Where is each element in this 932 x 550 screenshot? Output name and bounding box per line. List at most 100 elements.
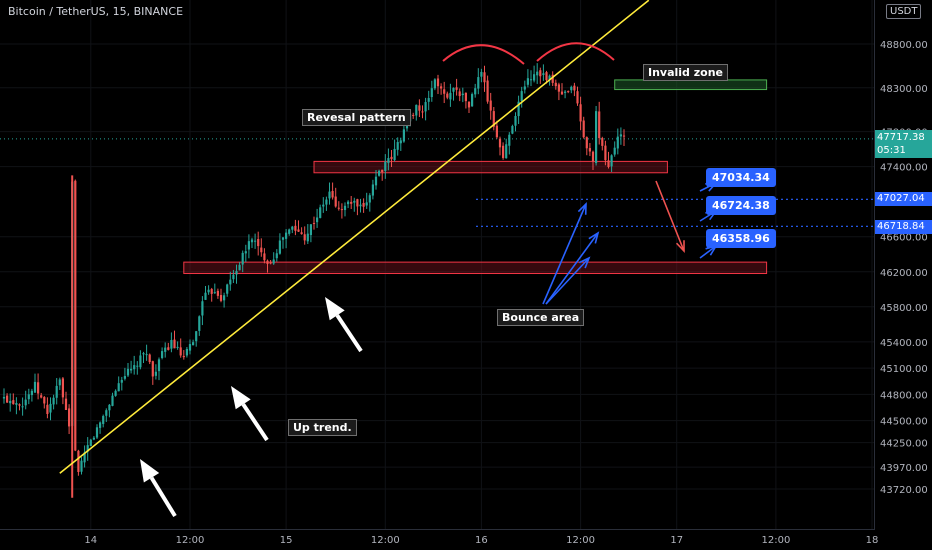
candle-body <box>619 134 622 137</box>
level-label-1: 47034.34 <box>706 168 776 187</box>
candle-body <box>359 204 362 207</box>
bounce-arrow-1-head <box>577 202 587 215</box>
invalid-zone-label: Invalid zone <box>643 64 729 81</box>
candle-body <box>195 331 198 342</box>
candle-body <box>455 87 458 90</box>
candle-body <box>136 365 139 367</box>
candle-body <box>545 72 548 81</box>
candle-body <box>170 339 173 349</box>
candle-body <box>179 347 182 356</box>
y-tick-label: 46600.00 <box>880 233 928 244</box>
arrows <box>140 180 718 518</box>
candle-body <box>250 239 254 243</box>
candle-body <box>226 284 229 294</box>
grid <box>0 0 874 529</box>
candle-body <box>6 395 9 403</box>
uptrend-arrow-1-shaft <box>149 476 177 518</box>
candle-body <box>86 445 89 452</box>
candle-body <box>498 138 502 148</box>
bounce-arrow-2-shaft <box>545 232 599 305</box>
uptrend-label: Up trend. <box>288 419 357 436</box>
candle-body <box>381 169 384 173</box>
time-axis-divider <box>0 529 874 530</box>
candle-body <box>40 395 43 398</box>
candle-body <box>15 403 18 405</box>
candle-body <box>610 155 613 167</box>
candle-body <box>554 82 557 87</box>
candle-body <box>517 101 520 117</box>
candle-body <box>390 156 393 160</box>
y-tick-label: 45100.00 <box>880 364 928 375</box>
candle-body <box>570 86 573 91</box>
candle-body <box>37 382 40 394</box>
candle-body <box>582 120 585 138</box>
candle-body <box>492 111 495 127</box>
candle-body <box>529 79 533 81</box>
y-tick-label: 45800.00 <box>880 303 928 314</box>
candle-body <box>356 199 359 207</box>
candle-body <box>80 460 83 472</box>
candle-body <box>436 78 440 87</box>
x-tick-label: 17 <box>670 535 683 546</box>
candle-body <box>378 170 381 176</box>
candle-body <box>288 229 291 234</box>
candle-body <box>418 105 421 111</box>
current-price: 47717.38 <box>877 132 925 143</box>
head-arc-left <box>442 44 525 65</box>
candle-body <box>474 88 477 95</box>
candle-body <box>133 365 136 370</box>
candle-body <box>495 125 498 138</box>
candle-body <box>371 184 374 196</box>
candle-body <box>374 176 378 186</box>
candle-body <box>49 403 52 413</box>
candle-body <box>334 196 337 207</box>
candle-body <box>223 295 226 301</box>
candle-body <box>142 353 145 355</box>
candle-body <box>402 129 405 142</box>
candle-body <box>486 80 489 102</box>
support-zone <box>183 261 768 275</box>
candle-body <box>483 72 486 83</box>
candle-body <box>306 233 309 242</box>
candle-body <box>173 339 176 349</box>
invalid-zone-zone <box>614 79 768 91</box>
candle-body <box>508 134 511 146</box>
candle-body <box>539 70 542 77</box>
x-tick-label: 12:00 <box>761 535 790 546</box>
candle-body <box>365 202 368 206</box>
candle-body <box>452 87 455 92</box>
candle-body <box>120 379 123 383</box>
candle-body <box>263 253 266 261</box>
candle-body <box>151 361 154 377</box>
candle-body <box>542 73 545 75</box>
candle-body <box>281 237 285 240</box>
candle-body <box>471 94 474 107</box>
candle-body <box>164 347 167 352</box>
candle-body <box>232 274 235 280</box>
level-axis-box-2: 46718.84 <box>875 220 932 234</box>
candle-body <box>210 289 213 294</box>
currency-badge[interactable]: USDT <box>886 4 922 19</box>
candle-body <box>588 148 591 152</box>
candle-body <box>278 240 281 254</box>
candle-body <box>43 397 46 404</box>
candle-body <box>219 295 223 301</box>
x-tick-label: 12:00 <box>566 535 595 546</box>
bounce-arrow-2-head <box>588 231 600 244</box>
candle-body <box>9 400 12 404</box>
candle-body <box>384 161 387 172</box>
candle-body <box>477 77 480 89</box>
candle-body <box>201 301 204 316</box>
candle-body <box>347 201 350 205</box>
candle-body <box>300 232 303 235</box>
candles <box>2 63 626 498</box>
candle-body <box>139 355 142 368</box>
current-price-box: 47717.38 05:31 <box>875 130 932 158</box>
candle-body <box>325 199 328 205</box>
bar-countdown: 05:31 <box>877 145 906 156</box>
candle-body <box>126 368 130 376</box>
candle-body <box>161 351 164 359</box>
y-tick-label: 44500.00 <box>880 417 928 428</box>
candle-body <box>520 91 523 102</box>
